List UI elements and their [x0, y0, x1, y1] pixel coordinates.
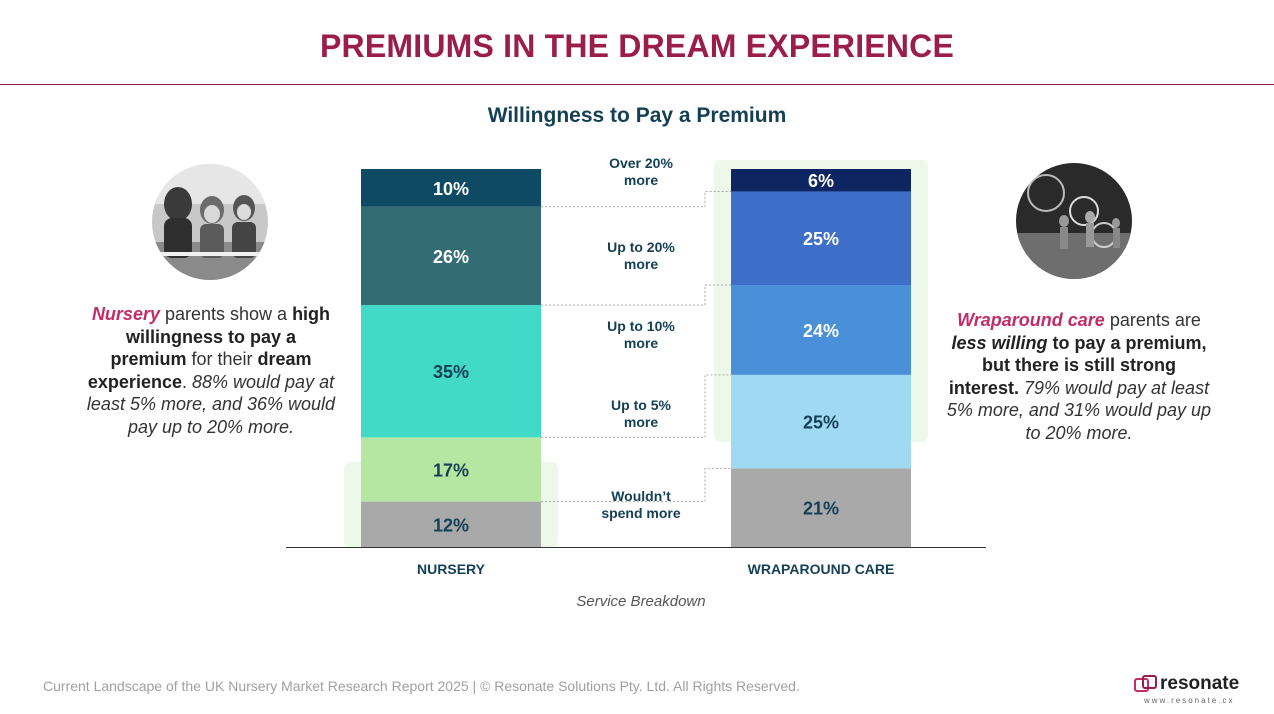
connector-line — [541, 190, 731, 208]
kids-hula-hoop-photo — [1016, 163, 1132, 279]
series-legend-label: Up to 10% more — [607, 318, 675, 351]
wraparound-summary: Wraparound care parents are less willing… — [946, 309, 1212, 444]
connector-line — [541, 374, 731, 438]
summary-fragment: parents are — [1104, 310, 1201, 330]
nursery-summary: Nursery parents show a high willingness … — [86, 303, 336, 438]
resonate-logo-icon — [1134, 675, 1157, 692]
bar-data-label: 24% — [803, 321, 839, 341]
bar-segment — [731, 468, 911, 547]
logo-url: www.resonate.cx — [1144, 696, 1235, 705]
bar-data-label: 25% — [803, 413, 839, 433]
summary-fragment: parents show a — [159, 304, 293, 324]
category-label: WRAPAROUND CARE — [748, 561, 895, 577]
page-title: PREMIUMS IN THE DREAM EXPERIENCE — [319, 28, 955, 64]
bar-data-label: 26% — [433, 247, 469, 267]
bar-data-label: 25% — [803, 229, 839, 249]
summary-fragment: . — [181, 371, 192, 392]
summary-fragment: Wraparound care — [957, 310, 1105, 330]
bar-segment — [731, 374, 911, 469]
title-divider — [0, 84, 1274, 85]
connector-line — [541, 467, 731, 503]
summary-fragment: to pay a premium — [1047, 332, 1202, 353]
bar-segment — [731, 169, 911, 192]
category-label: NURSERY — [417, 561, 486, 577]
series-legend-label: Over 20% more — [609, 155, 673, 188]
summary-fragment: 88% would pay at least 5% more, and 36% … — [86, 371, 336, 437]
bar-data-label: 10% — [433, 179, 469, 199]
logo-wordmark: resonate — [1160, 673, 1240, 694]
bar-segment — [361, 437, 541, 502]
connector-line — [541, 284, 731, 306]
summary-fragment: high willingness to pay a premium — [110, 304, 331, 369]
series-legend-label: Up to 20% more — [607, 239, 675, 272]
series-legend-label: Up to 5% more — [611, 397, 671, 430]
bar-segment — [361, 501, 541, 547]
footer-text: Current Landscape of the UK Nursery Mark… — [43, 678, 800, 694]
bar-segment — [361, 305, 541, 438]
bar-segment — [731, 191, 911, 286]
summary-fragment: for their — [186, 349, 258, 369]
bar-segment — [361, 169, 541, 207]
bar-data-label: 6% — [808, 171, 834, 191]
summary-fragment: 79% would pay at least 5% more, and 31% … — [946, 377, 1212, 443]
series-legend-label: Wouldn’t spend more — [601, 488, 681, 521]
chart-title: Willingness to Pay a Premium — [487, 104, 787, 127]
summary-fragment: Nursery — [91, 304, 160, 324]
summary-fragment: less willing — [951, 332, 1048, 353]
resonate-logo: resonate www.resonate.cx — [1132, 672, 1242, 706]
bar-segment — [731, 285, 911, 375]
bar-segment — [361, 206, 541, 306]
bar-data-label: 35% — [433, 362, 469, 382]
bar-data-label: 21% — [803, 499, 839, 519]
x-axis-title: Service Breakdown — [576, 593, 705, 610]
bar-data-label: 12% — [433, 515, 469, 535]
summary-fragment: , but there is still strong interest. — [948, 332, 1207, 398]
bar-data-label: 17% — [433, 461, 469, 481]
summary-fragment: dream experience — [87, 349, 312, 392]
